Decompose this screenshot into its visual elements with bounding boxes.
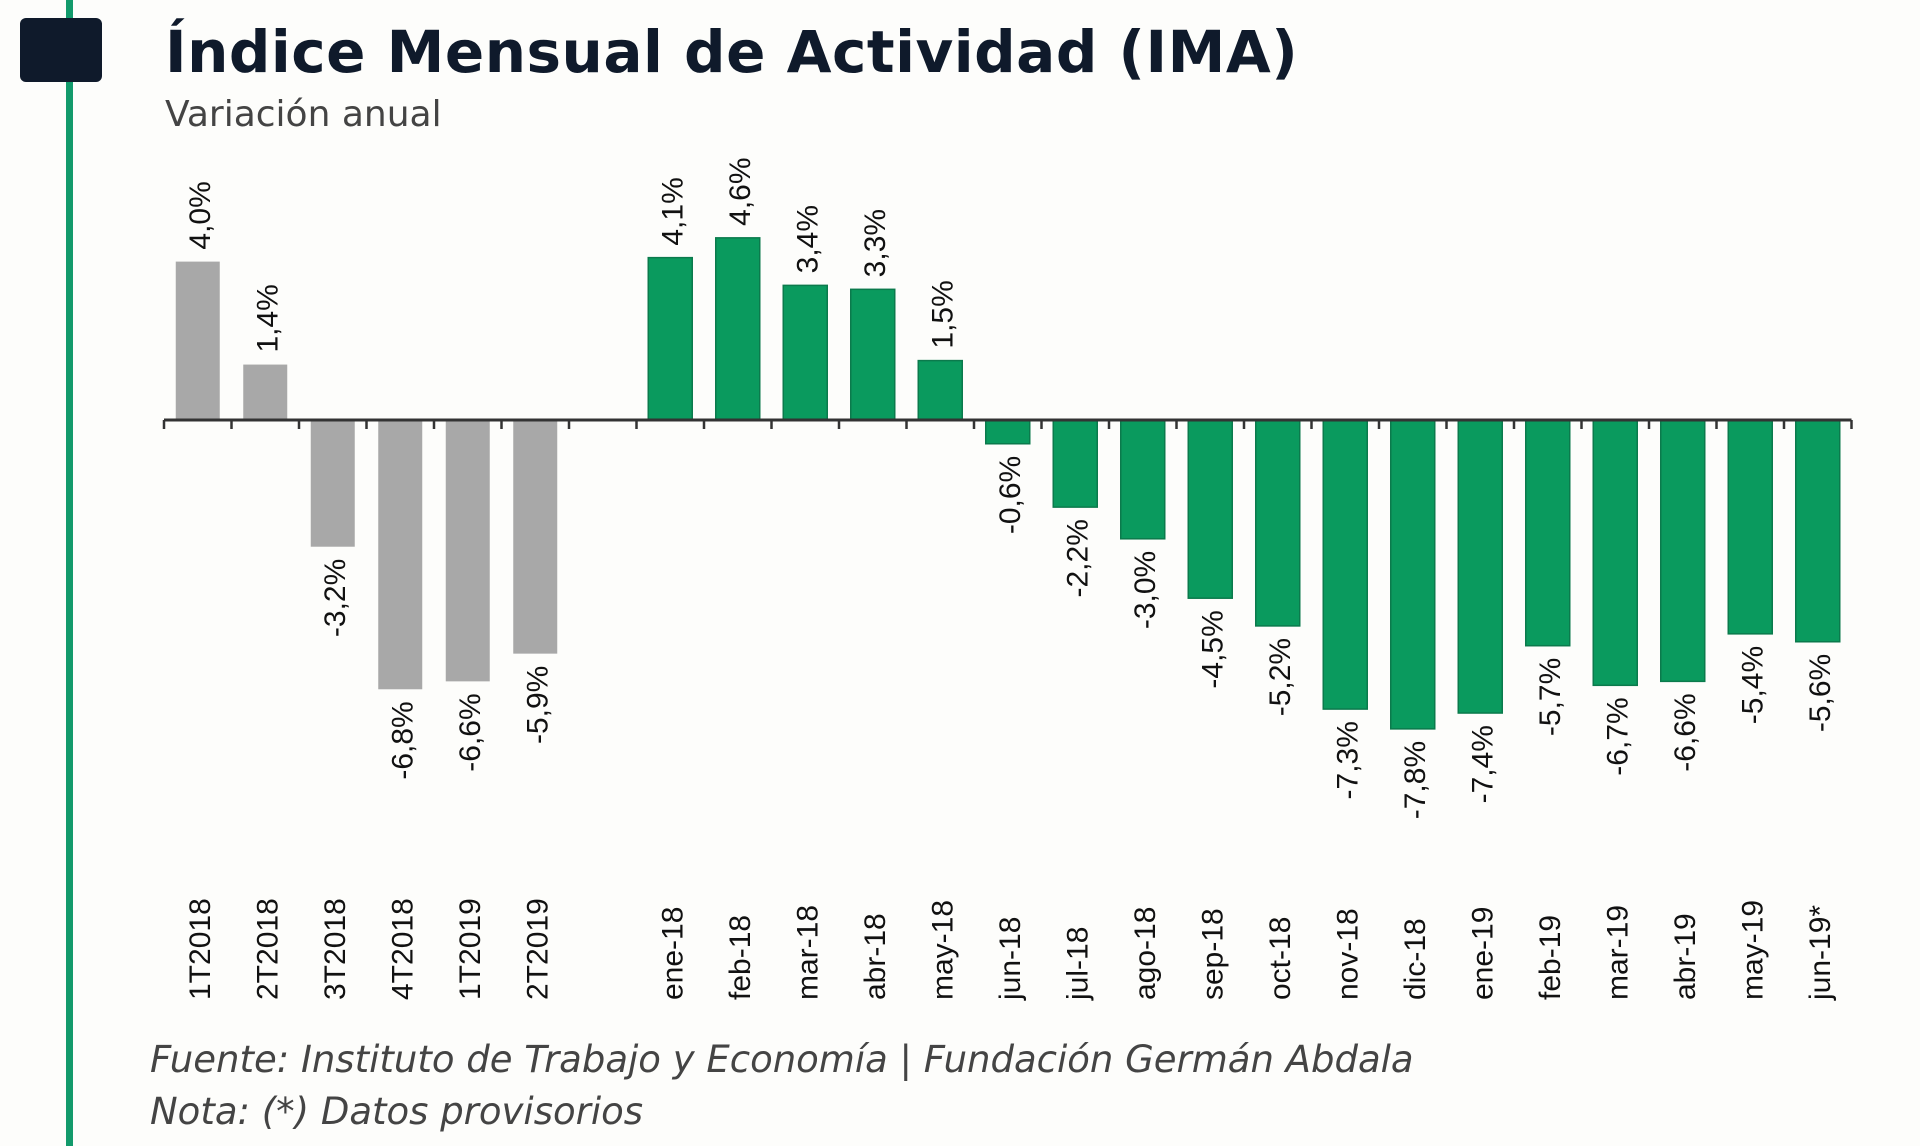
x-axis	[162, 418, 1853, 429]
category-label: dic-18	[1399, 918, 1432, 1000]
value-label: 1,4%	[251, 284, 284, 352]
value-label: -6,7%	[1601, 697, 1634, 775]
bar-sep-18	[1187, 419, 1233, 599]
value-label: 3,4%	[791, 205, 824, 273]
bar-jun-18	[985, 419, 1031, 445]
category-label: 2T2019	[521, 898, 554, 1000]
bar-nov-18	[1322, 419, 1368, 710]
category-label: nov-18	[1331, 908, 1364, 1000]
bar-2T2019	[513, 420, 558, 654]
bar-abr-18	[850, 288, 896, 421]
value-label: -5,2%	[1264, 638, 1297, 716]
category-label: 1T2019	[454, 898, 487, 1000]
value-label: -2,2%	[1061, 519, 1094, 597]
category-label: mar-18	[791, 905, 824, 1000]
bar-may-19	[1727, 419, 1773, 635]
value-label: 3,3%	[859, 209, 892, 277]
value-label: -7,8%	[1399, 741, 1432, 819]
value-label: -6,8%	[386, 701, 419, 779]
category-label: ene-18	[656, 907, 689, 1000]
value-labels-group: 4,0% 1,4% -3,2% -6,8% -6,6% -5,9% 4,1% 4,6% 3,4%…	[184, 157, 1837, 819]
bar-ago-18	[1120, 419, 1166, 540]
bar-4T2018	[378, 420, 423, 690]
bar-mar-18	[782, 284, 828, 421]
category-label: feb-19	[1534, 915, 1567, 1000]
bar-ene-19	[1457, 419, 1503, 714]
value-label: 4,1%	[656, 177, 689, 245]
bar-ene-18	[647, 256, 693, 421]
bar-feb-19	[1525, 419, 1571, 647]
value-label: 4,6%	[724, 157, 757, 225]
category-label: ene-19	[1466, 907, 1499, 1000]
bar-1T2019	[445, 420, 490, 682]
category-labels-group: 1T2018 2T2018 3T2018 4T2018 1T2019 2T2019 ene-…	[184, 898, 1837, 1001]
value-label: -6,6%	[1669, 693, 1702, 771]
category-label: oct-18	[1264, 917, 1297, 1000]
category-label: mar-19	[1601, 905, 1634, 1000]
value-label: -4,5%	[1196, 610, 1229, 688]
category-label: jun-19*	[1804, 905, 1837, 1001]
value-label: -0,6%	[994, 456, 1027, 534]
value-label: -5,6%	[1804, 654, 1837, 732]
chart-subtitle: Variación anual	[165, 94, 442, 135]
source-note: Fuente: Instituto de Trabajo y Economía …	[150, 1038, 1414, 1081]
category-label: abr-19	[1669, 913, 1702, 1000]
category-label: 1T2018	[184, 898, 217, 1000]
category-label: 3T2018	[319, 898, 352, 1000]
category-label: 4T2018	[386, 898, 419, 1000]
value-label: -5,4%	[1736, 646, 1769, 724]
category-label: jun-18	[994, 917, 1027, 1001]
bar-2T2018	[243, 364, 288, 420]
category-label: feb-18	[724, 915, 757, 1000]
bar-may-18	[917, 359, 963, 421]
category-label: abr-18	[859, 913, 892, 1000]
category-label: 2T2018	[251, 898, 284, 1000]
bar-abr-19	[1660, 419, 1706, 683]
bar-1T2018	[175, 261, 220, 420]
provisional-note: Nota: (*) Datos provisorios	[150, 1090, 644, 1133]
category-label: ago-18	[1129, 907, 1162, 1000]
bars-group	[175, 237, 1841, 730]
category-label: may-18	[926, 900, 959, 1000]
value-label: -3,2%	[319, 559, 352, 637]
bar-oct-18	[1255, 419, 1301, 627]
value-label: -7,4%	[1466, 725, 1499, 803]
title-marker-square	[20, 18, 102, 82]
value-label: 1,5%	[926, 280, 959, 348]
bar-jul-18	[1052, 419, 1098, 508]
chart-title: Índice Mensual de Actividad (IMA)	[165, 18, 1299, 86]
value-label: 4,0%	[184, 181, 217, 249]
value-label: -6,6%	[454, 693, 487, 771]
value-label: -3,0%	[1129, 551, 1162, 629]
category-label: jul-18	[1061, 927, 1094, 1001]
bar-jun-19*	[1795, 419, 1841, 643]
bar-feb-18	[715, 237, 761, 421]
category-label: sep-18	[1196, 908, 1229, 1000]
bar-dic-18	[1390, 419, 1436, 730]
value-label: -7,3%	[1331, 721, 1364, 799]
accent-vertical-line	[66, 0, 73, 1146]
value-label: -5,7%	[1534, 658, 1567, 736]
bar-3T2018	[310, 420, 355, 547]
category-label: may-19	[1736, 900, 1769, 1000]
value-label: -5,9%	[521, 666, 554, 744]
bar-mar-19	[1592, 419, 1638, 687]
